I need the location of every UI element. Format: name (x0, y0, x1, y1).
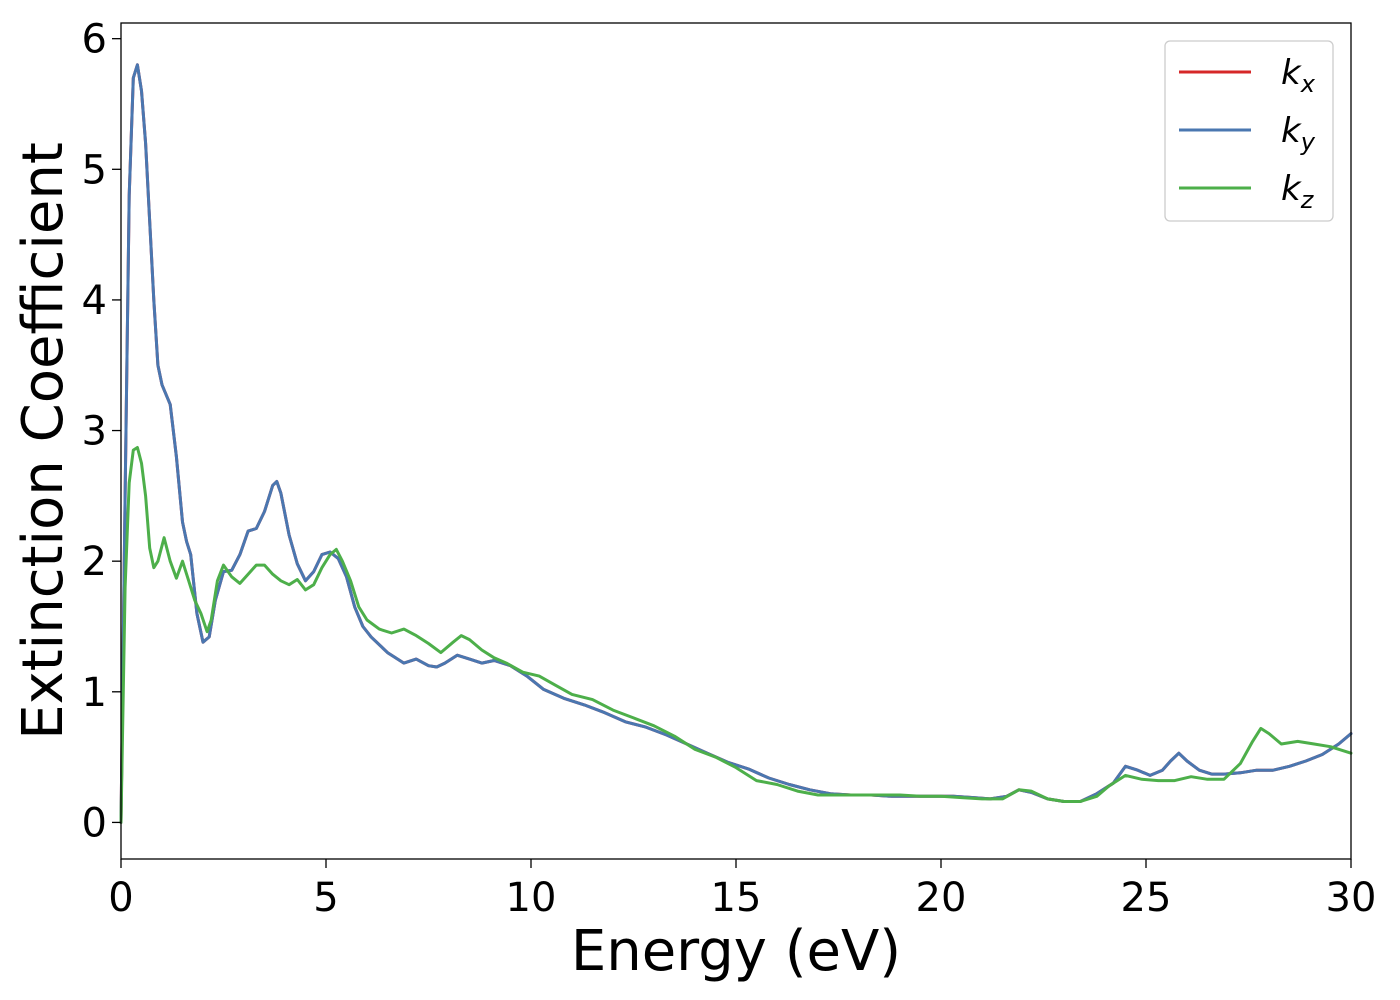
x-axis-label: Energy (eV) (571, 919, 901, 984)
series-layer (119, 63, 1353, 824)
series-line-kz (119, 446, 1353, 824)
plot-background (121, 23, 1351, 859)
y-tick-label: 2 (82, 539, 107, 585)
y-tick-label: 5 (82, 147, 107, 193)
x-axis-ticks: 0 5 10 15 20 25 30 (108, 859, 1376, 921)
x-tick-label: 5 (313, 875, 338, 921)
x-tick-label: 15 (711, 875, 762, 921)
y-tick-label: 1 (82, 670, 107, 716)
x-tick-label: 20 (916, 875, 967, 921)
y-axis-ticks: 0 1 2 3 4 5 6 (82, 17, 121, 846)
y-tick-label: 4 (82, 278, 107, 324)
x-tick-label: 30 (1326, 875, 1377, 921)
y-axis-label: Extinction Coefficient (11, 142, 76, 740)
y-tick-label: 3 (82, 409, 107, 455)
y-tick-label: 6 (82, 17, 107, 63)
x-tick-label: 0 (108, 875, 133, 921)
y-tick-label: 0 (82, 800, 107, 846)
x-tick-label: 25 (1121, 875, 1172, 921)
x-tick-label: 10 (506, 875, 557, 921)
